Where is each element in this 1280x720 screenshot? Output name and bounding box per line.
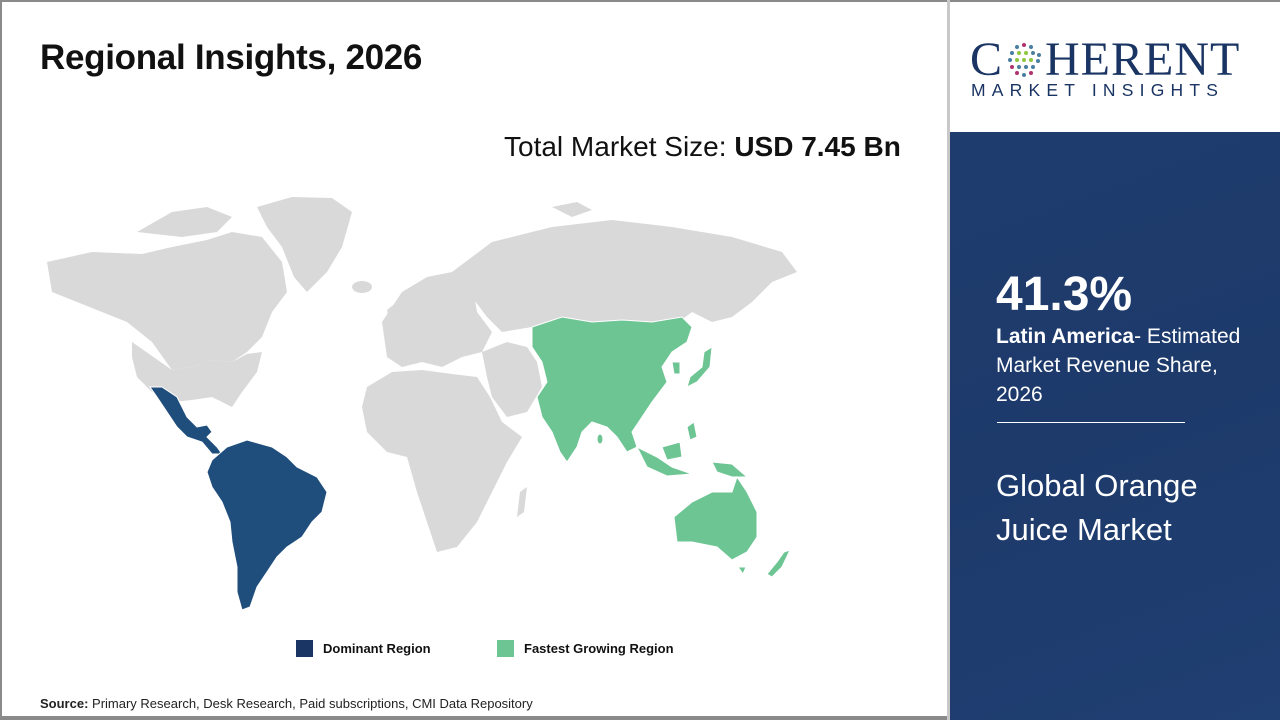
source-text: Primary Research, Desk Research, Paid su… [88, 696, 533, 711]
base-land [47, 197, 797, 552]
share-description-text: - Estimated Market Revenue Share, 2026 [996, 325, 1241, 406]
logo-subtitle: MARKET INSIGHTS [971, 80, 1225, 100]
legend-fastest: Fastest Growing Region [497, 640, 674, 657]
total-market-size: Total Market Size: USD 7.45 Bn [504, 128, 904, 166]
fastest-region-asia-pacific [531, 316, 791, 578]
bottom-border [0, 716, 948, 718]
logo-letter-c: C [970, 33, 1004, 86]
panel-divider [997, 422, 1185, 423]
legend-label-fastest: Fastest Growing Region [524, 641, 674, 656]
dominant-region-name: Latin America [996, 325, 1135, 348]
vertical-divider [947, 0, 950, 720]
dominant-region-latin-america [149, 386, 328, 611]
legend-label-dominant: Dominant Region [323, 641, 431, 656]
share-percentage: 41.3% [996, 268, 1133, 321]
page-title: Regional Insights, 2026 [40, 38, 423, 77]
legend-swatch-dominant [296, 640, 313, 657]
company-logo: C HERENT MARKET INSIGHTS [950, 0, 1280, 132]
market-name: Global Orange Juice Market [996, 468, 1198, 547]
globe-dots-icon [1008, 42, 1042, 77]
legend-dominant: Dominant Region [296, 640, 431, 657]
world-map [47, 197, 797, 611]
legend-swatch-fastest [497, 640, 514, 657]
logo-wordmark: C HERENT [970, 32, 1240, 87]
market-size-value: USD 7.45 Bn [734, 131, 901, 162]
right-panel: C HERENT MARKET INSIGHTS 41.3% Latin Ame… [950, 0, 1280, 720]
stat-panel: 41.3% Latin America- Estimated Market Re… [950, 132, 1280, 720]
source-label: Source: [40, 696, 89, 711]
source-note: Source: Primary Research, Desk Research,… [40, 696, 533, 711]
left-content: Regional Insights, 2026 Total Market Siz… [2, 2, 948, 718]
logo-text-herent: HERENT [1045, 33, 1241, 86]
market-size-label: Total Market Size: [504, 131, 735, 162]
share-description: Latin America- Estimated Market Revenue … [996, 322, 1266, 409]
